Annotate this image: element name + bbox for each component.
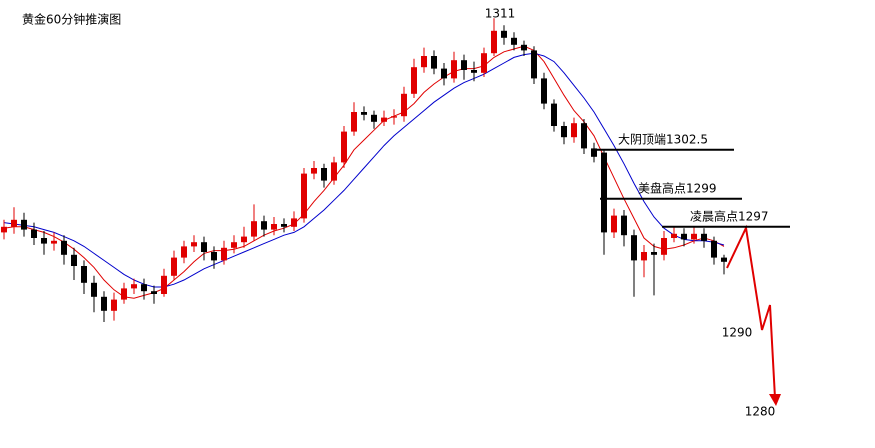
candle-body [181, 246, 187, 258]
candle-body [561, 126, 567, 138]
candle-body [111, 299, 117, 311]
candle-body [551, 103, 557, 126]
candle-body [171, 257, 177, 276]
candle-body [701, 233, 707, 241]
candle-body [481, 53, 487, 73]
candle-body [1, 226, 7, 233]
candle-body [531, 50, 537, 79]
candle-body [501, 30, 507, 38]
candle-body [411, 67, 417, 94]
candle-body [491, 30, 497, 54]
candle-body [421, 56, 427, 68]
candle-body [191, 242, 197, 247]
candle-body [121, 288, 127, 300]
level-label: 凌晨高点1297 [690, 208, 769, 223]
candle-body [221, 247, 227, 261]
candle-body [511, 37, 517, 45]
candle-body [541, 78, 547, 104]
candle-body [331, 162, 337, 181]
candle-body [631, 235, 637, 261]
candle-body [141, 284, 147, 292]
candle-body [131, 284, 137, 289]
candle-body [71, 254, 77, 266]
level-label: 大阴顶端1302.5 [618, 132, 708, 146]
arrow-head [769, 394, 781, 406]
candle-body [261, 221, 267, 230]
candle-body [521, 44, 527, 51]
candle-body [81, 266, 87, 283]
candle-body [461, 60, 467, 70]
candle-body [441, 68, 447, 79]
candle-body [661, 238, 667, 255]
candle-body [611, 215, 617, 233]
level-label: 美盘高点1299 [638, 180, 717, 195]
candle-body [651, 252, 657, 255]
candle-body [671, 233, 677, 238]
candle-body [641, 252, 647, 261]
candle-body [401, 93, 407, 117]
candle-body [591, 148, 597, 157]
target-label: 1290 [722, 326, 753, 340]
candle-body [621, 215, 627, 236]
peak-label: 1311 [485, 6, 516, 20]
candle-body [571, 123, 577, 138]
projection-arrow [726, 224, 776, 399]
candle-body [471, 70, 477, 73]
candle-body [51, 240, 57, 244]
candle-body [31, 229, 37, 238]
candle-body [371, 114, 377, 122]
candle-body [351, 112, 357, 132]
candle-body [301, 173, 307, 219]
candle-body [281, 224, 287, 227]
candle-body [41, 238, 47, 244]
candle-body [161, 275, 167, 294]
candle-body [101, 296, 107, 311]
candle-body [151, 291, 157, 294]
candle-body [391, 116, 397, 118]
candle-body [91, 282, 97, 297]
candle-body [361, 112, 367, 115]
candle-body [681, 233, 687, 240]
candle-body [711, 240, 717, 258]
candle-body [721, 257, 727, 262]
target-label: 1280 [745, 405, 776, 419]
candle-body [581, 123, 587, 149]
candle-body [431, 56, 437, 69]
candle-body [311, 168, 317, 174]
candle-body [291, 218, 297, 227]
candle-body [211, 252, 217, 261]
moving-average [3, 52, 725, 288]
candle-body [601, 152, 607, 233]
candle-body [381, 117, 387, 122]
candle-body [271, 224, 277, 230]
candle-body [11, 219, 17, 227]
candle-body [201, 242, 207, 252]
candle-body [251, 221, 257, 237]
candle-body [691, 233, 697, 240]
candle-body [241, 236, 247, 243]
candle-body [231, 242, 237, 248]
chart-title: 黄金60分钟推演图 [22, 12, 121, 27]
moving-average [3, 45, 725, 299]
candle-body [321, 168, 327, 181]
candle-body [341, 131, 347, 163]
candle-body [21, 219, 27, 230]
candle-body [61, 240, 67, 255]
candle-body [451, 60, 457, 79]
